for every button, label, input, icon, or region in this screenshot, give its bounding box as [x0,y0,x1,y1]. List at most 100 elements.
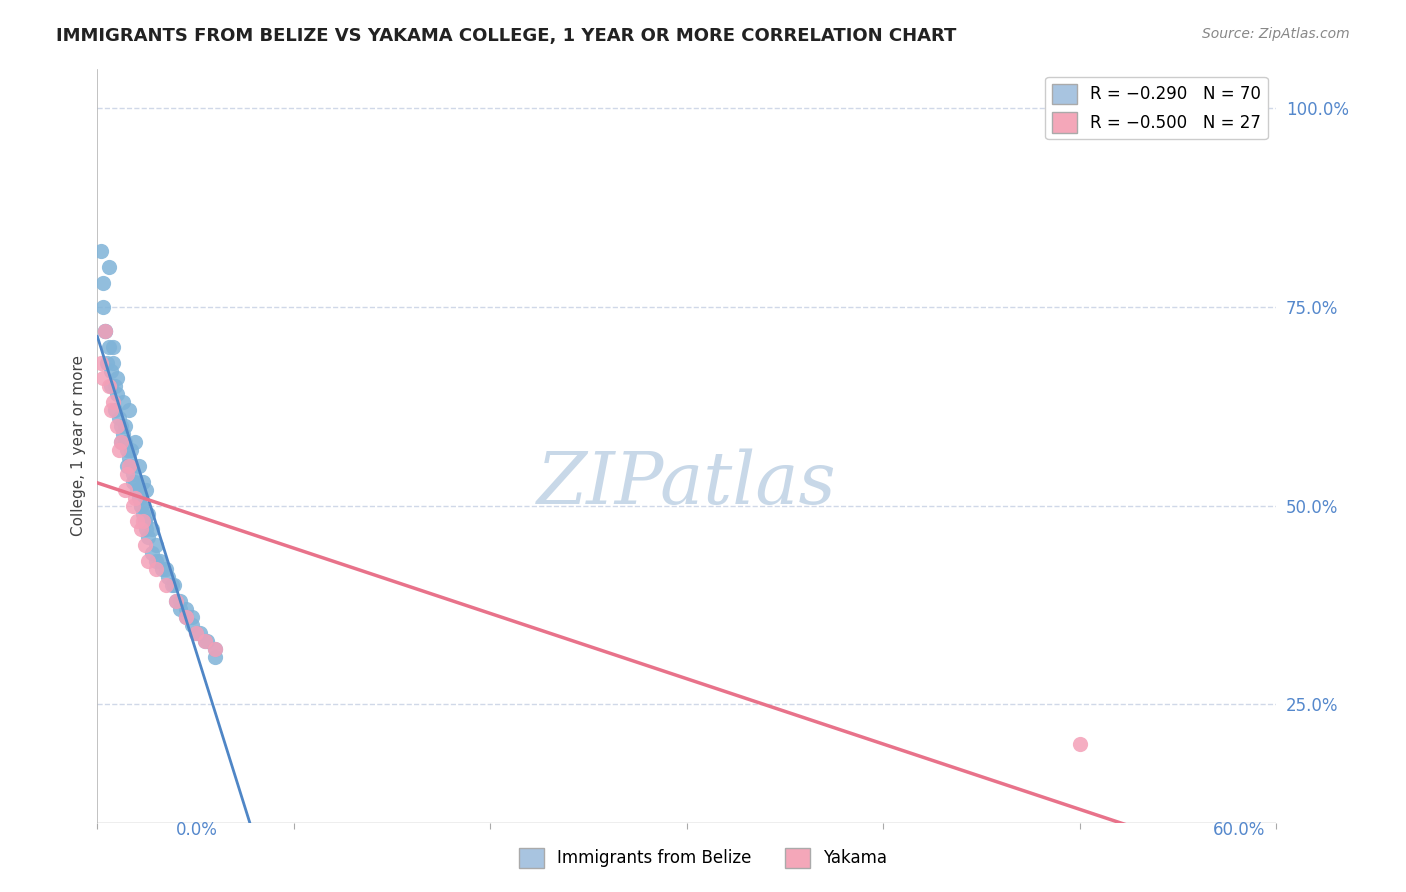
Point [105,419,128,434]
Text: 0.0%: 0.0% [176,821,218,838]
Point [149,554,172,568]
Point [105,387,128,401]
Point [188,625,211,640]
Point [108,411,131,425]
Point [150,562,173,576]
Text: Source: ZipAtlas.com: Source: ZipAtlas.com [1202,27,1350,41]
Text: IMMIGRANTS FROM BELIZE VS YAKAMA COLLEGE, 1 YEAR OR MORE CORRELATION CHART: IMMIGRANTS FROM BELIZE VS YAKAMA COLLEGE… [56,27,956,45]
Point [100,379,122,393]
Point [110,435,132,450]
Point [125,515,148,529]
Point [121,467,143,481]
Point [114,419,136,434]
Point [108,442,131,457]
Point [100,403,122,417]
Point [204,641,226,656]
Point [131,475,153,489]
Point [114,435,136,450]
Point [128,458,150,473]
Point [163,578,186,592]
Point [98,379,121,393]
Point [184,625,207,640]
Point [104,403,127,417]
Point [135,483,157,497]
Point [91,276,114,290]
Legend: Immigrants from Belize, Yakama: Immigrants from Belize, Yakama [512,841,894,875]
Point [98,340,121,354]
Point [118,403,141,417]
Point [129,499,152,513]
Point [124,491,146,505]
Point [98,260,121,275]
Point [184,625,207,640]
Point [169,602,191,616]
Point [145,562,167,576]
Point [155,578,177,592]
Point [115,467,138,481]
Point [125,483,148,497]
Point [90,244,112,259]
Point [160,578,183,592]
Point [131,507,153,521]
Point [90,355,112,369]
Point [165,594,187,608]
Point [138,507,160,521]
Text: 60.0%: 60.0% [1213,821,1265,838]
Text: ZIPatlas: ZIPatlas [537,449,837,519]
Point [1069,737,1091,751]
Point [118,450,141,465]
Point [194,633,217,648]
Point [121,475,143,489]
Point [129,523,152,537]
Point [169,594,191,608]
Point [111,395,134,409]
Point [134,515,156,529]
Point [115,458,138,473]
Point [101,395,124,409]
Point [141,523,163,537]
Point [91,371,114,385]
Point [94,324,117,338]
Y-axis label: College, 1 year or more: College, 1 year or more [72,356,86,536]
Point [94,324,117,338]
Point [145,538,167,552]
Point [145,554,167,568]
Point [91,300,114,314]
Point [138,530,160,544]
Point [180,610,202,624]
Point [118,458,141,473]
Legend: R = −0.290   N = 70, R = −0.500   N = 27: R = −0.290 N = 70, R = −0.500 N = 27 [1045,77,1268,139]
Point [101,355,124,369]
Point [134,515,156,529]
Point [111,427,134,442]
Point [105,371,128,385]
Point [174,610,197,624]
Point [110,419,132,434]
Point [131,515,153,529]
Point [101,340,124,354]
Point [120,442,142,457]
Point [129,499,152,513]
Point [110,435,132,450]
Point [194,633,217,648]
Point [174,610,197,624]
Point [141,546,163,560]
Point [138,554,160,568]
Point [204,649,226,664]
Point [174,602,197,616]
Point [195,633,218,648]
Point [165,594,187,608]
Point [128,491,150,505]
Point [125,483,148,497]
Point [96,355,118,369]
Point [135,523,157,537]
Point [120,458,142,473]
Point [104,379,127,393]
Point [94,324,117,338]
Point [134,538,156,552]
Point [100,363,122,377]
Point [204,641,226,656]
Point [121,499,143,513]
Point [157,570,180,584]
Point [180,617,202,632]
